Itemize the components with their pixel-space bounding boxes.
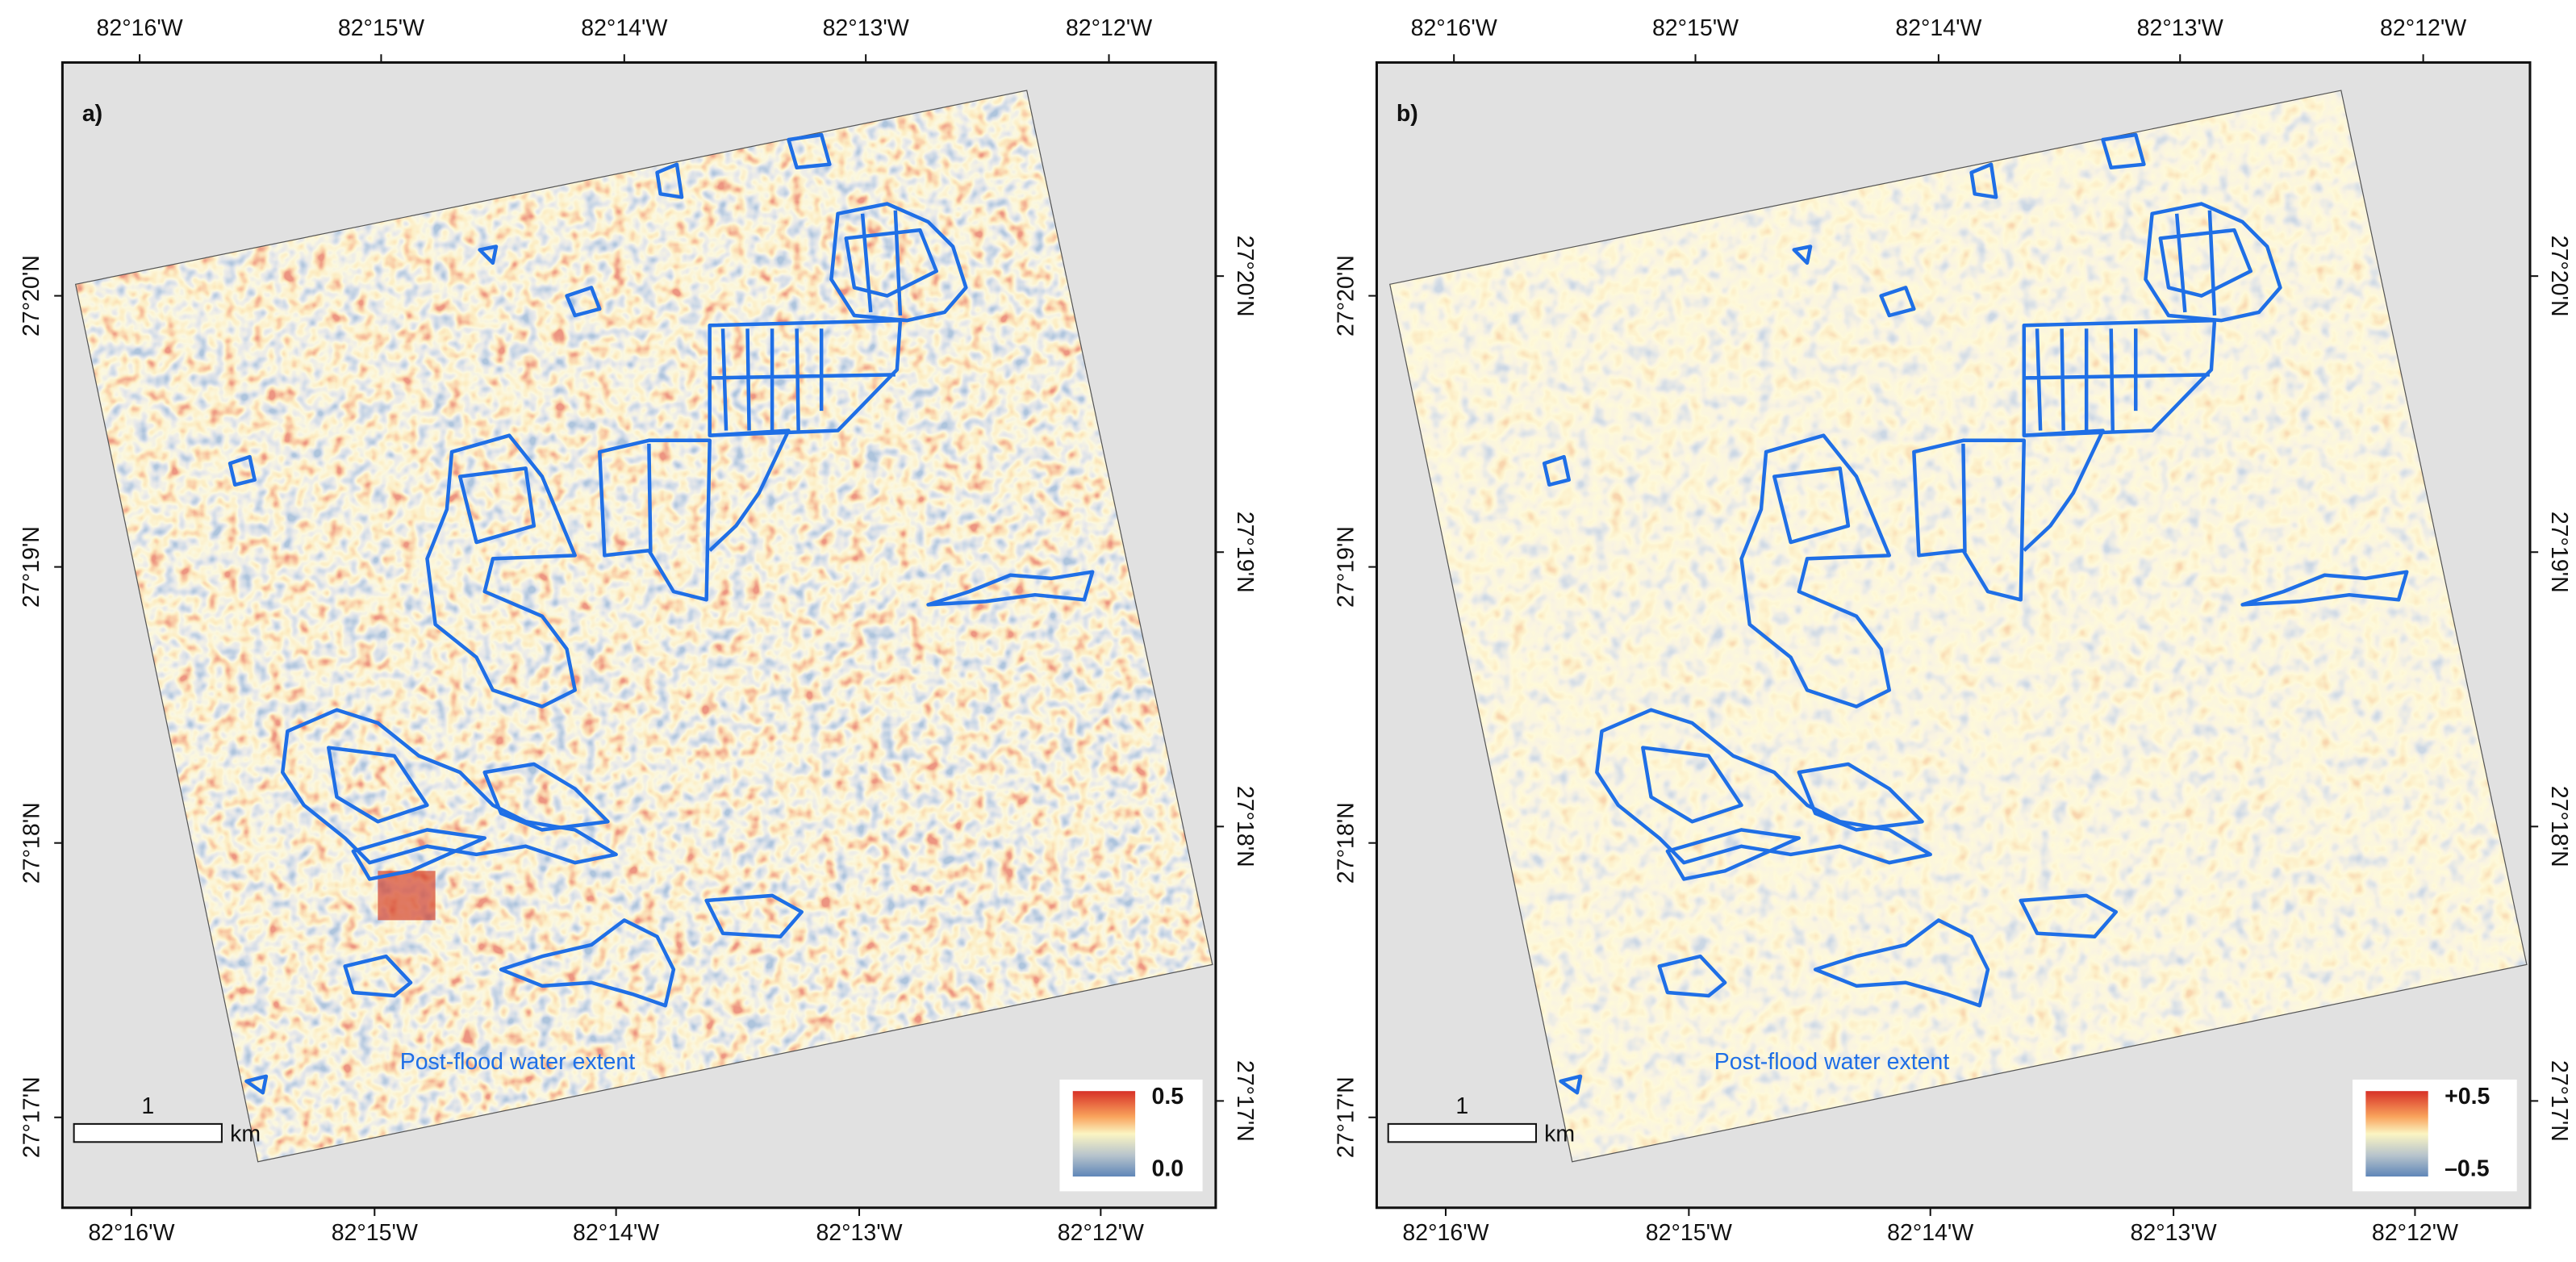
latitude-label: 27°19'N	[1333, 526, 1359, 608]
scale-bar	[73, 1122, 223, 1143]
legend-max: 0.5	[1151, 1084, 1184, 1109]
longitude-label: 82°14'W	[1887, 1220, 1973, 1246]
longitude-label: 82°16'W	[88, 1220, 174, 1246]
map-panel: a) Post-flood water extent 82°16'W 82°15'W 8…	[19, 15, 1258, 1246]
longitude-label: 82°12'W	[1066, 15, 1152, 41]
longitude-label: 82°16'W	[1411, 15, 1497, 41]
latitude-label: 27°19'N	[19, 526, 44, 608]
map-panel: b) Post-flood water extent 82°16'W 82°15'W 8…	[1333, 15, 2572, 1246]
longitude-label: 82°13'W	[2131, 1220, 2217, 1246]
legend-max: +0.5	[2444, 1084, 2490, 1109]
longitude-label: 82°16'W	[1402, 1220, 1488, 1246]
scale-label: 1	[141, 1093, 154, 1119]
legend-ramp	[2365, 1091, 2428, 1177]
longitude-label: 82°16'W	[97, 15, 183, 41]
latitude-label: 27°20'N	[2546, 236, 2572, 317]
latitude-label: 27°19'N	[1232, 512, 1258, 593]
scale-unit: km	[230, 1122, 261, 1147]
longitude-label: 82°12'W	[2380, 15, 2466, 41]
latitude-label: 27°17'N	[1333, 1076, 1359, 1158]
longitude-label: 82°12'W	[2372, 1220, 2458, 1246]
latitude-label: 27°17'N	[2546, 1060, 2572, 1142]
longitude-label: 82°13'W	[823, 15, 909, 41]
scale-bar	[1387, 1122, 1538, 1143]
legend-min: –0.5	[2444, 1155, 2490, 1181]
panel-label: b)	[1397, 101, 1418, 127]
raster-outline	[1389, 90, 2528, 1163]
longitude-label: 82°13'W	[816, 1220, 902, 1246]
legend-min: 0.0	[1151, 1155, 1184, 1181]
longitude-label: 82°15'W	[338, 15, 424, 41]
latitude-label: 27°17'N	[19, 1076, 44, 1158]
longitude-label: 82°14'W	[1895, 15, 1981, 41]
annotation: Post-flood water extent	[400, 1049, 636, 1075]
latitude-label: 27°20'N	[1333, 255, 1359, 336]
longitude-label: 82°15'W	[332, 1220, 418, 1246]
longitude-label: 82°14'W	[573, 1220, 659, 1246]
latitude-label: 27°20'N	[19, 255, 44, 336]
hotspot	[378, 871, 436, 921]
raster-outline	[74, 90, 1213, 1163]
longitude-label: 82°12'W	[1058, 1220, 1144, 1246]
latitude-label: 27°18'N	[19, 802, 44, 884]
latitude-label: 27°18'N	[1333, 802, 1359, 884]
legend-ramp	[1072, 1091, 1136, 1177]
raster-image	[1389, 90, 2527, 1162]
longitude-label: 82°15'W	[1646, 1220, 1732, 1246]
panel-label: a)	[82, 101, 102, 127]
annotation: Post-flood water extent	[1714, 1049, 1950, 1075]
longitude-label: 82°15'W	[1652, 15, 1739, 41]
latitude-label: 27°18'N	[1232, 786, 1258, 867]
latitude-label: 27°18'N	[2546, 786, 2572, 867]
latitude-label: 27°17'N	[1232, 1060, 1258, 1142]
longitude-label: 82°13'W	[2137, 15, 2223, 41]
scale-unit: km	[1544, 1122, 1575, 1147]
longitude-label: 82°14'W	[581, 15, 667, 41]
raster-image	[75, 90, 1213, 1162]
latitude-label: 27°20'N	[1232, 236, 1258, 317]
latitude-label: 27°19'N	[2546, 512, 2572, 593]
scale-label: 1	[1455, 1093, 1468, 1119]
